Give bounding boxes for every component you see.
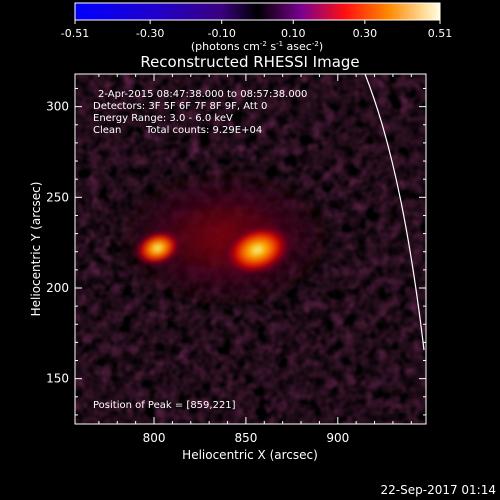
colorbar-tick-label: -0.51 xyxy=(61,27,89,40)
colorbar-tick-label: -0.10 xyxy=(207,27,235,40)
colorbar-tick-label: -0.30 xyxy=(136,27,164,40)
axis-ticks: 800 850 900 150 200 250 300 xyxy=(46,74,426,445)
y-tick-label: 300 xyxy=(46,100,69,114)
peak-position-text: Position of Peak = [859,221] xyxy=(93,400,236,411)
y-tick-label: 250 xyxy=(46,190,69,204)
time-range-text: 2-Apr-2015 08:47:38.000 to 08:57:38.000 xyxy=(98,89,307,100)
colorbar-ticks: -0.51 -0.30 -0.10 0.10 0.30 0.51 xyxy=(61,20,452,40)
plot-frame xyxy=(74,73,427,425)
emission-halo xyxy=(105,163,345,313)
colorbar-units: (photons cm-2 s-1 asec-2) xyxy=(191,40,323,53)
colorbar-tick-label: 0.30 xyxy=(353,27,378,40)
y-tick-label: 200 xyxy=(46,281,69,295)
emission-sources xyxy=(133,223,293,277)
y-tick-label: 150 xyxy=(46,372,69,386)
colorbar xyxy=(74,2,441,21)
emission-source xyxy=(133,229,182,267)
colorbar-tick-label: 0.10 xyxy=(281,27,306,40)
colorbar-tick-label: 0.51 xyxy=(428,27,453,40)
energy-range-text: Energy Range: 3.0 - 6.0 keV xyxy=(93,113,233,124)
method-text: Clean xyxy=(93,125,121,136)
chart-title: Reconstructed RHESSI Image xyxy=(140,53,359,71)
solar-limb-line xyxy=(364,74,425,351)
footer-timestamp: 22-Sep-2017 01:14 xyxy=(381,483,496,497)
detectors-text: Detectors: 3F 5F 6F 7F 8F 9F, Att 0 xyxy=(93,101,267,112)
y-axis-label: Heliocentric Y (arcsec) xyxy=(29,182,43,317)
total-counts-text: Total counts: 9.29E+04 xyxy=(145,125,262,136)
x-tick-label: 850 xyxy=(234,431,257,445)
emission-source xyxy=(222,223,293,277)
x-axis-label: Heliocentric X (arcsec) xyxy=(182,448,318,462)
x-tick-label: 900 xyxy=(326,431,349,445)
x-tick-label: 800 xyxy=(143,431,166,445)
